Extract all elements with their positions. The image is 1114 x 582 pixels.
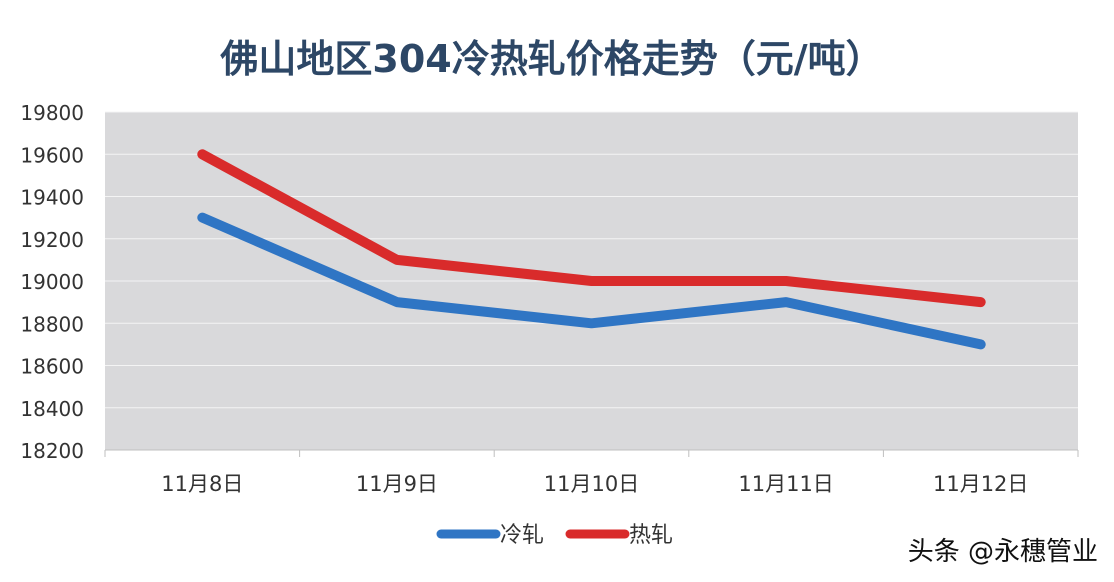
y-tick-label: 19800 bbox=[20, 101, 84, 125]
grid-lines bbox=[105, 111, 1078, 451]
y-tick-label: 19600 bbox=[20, 143, 84, 167]
x-axis-tick-labels: 11月8日 11月9日 11月10日 11月11日 11月12日 bbox=[161, 472, 1028, 496]
series-lines bbox=[197, 149, 986, 350]
x-tick-label: 11月10日 bbox=[544, 472, 639, 496]
y-tick-label: 18400 bbox=[20, 397, 84, 421]
y-tick-label: 19200 bbox=[20, 228, 84, 252]
series-line-cold-rolled bbox=[197, 212, 986, 350]
x-tick-label: 11月8日 bbox=[161, 472, 243, 496]
x-tick-label: 11月11日 bbox=[738, 472, 833, 496]
chart-title: 佛山地区304冷热轧价格走势（元/吨） bbox=[219, 37, 883, 81]
y-tick-label: 18600 bbox=[20, 355, 84, 379]
legend-label-cold-rolled: 冷轧 bbox=[500, 523, 544, 548]
x-tick-label: 11月9日 bbox=[356, 472, 438, 496]
series-line-hot-rolled bbox=[197, 149, 986, 308]
x-axis bbox=[104, 449, 1079, 457]
y-tick-label: 18200 bbox=[20, 439, 84, 463]
y-tick-label: 19000 bbox=[20, 270, 84, 294]
y-axis-tick-labels: 18200 18400 18600 18800 19000 19200 19400 19600… bbox=[20, 101, 84, 463]
legend: 冷轧 热轧 bbox=[436, 523, 673, 548]
x-tick-label: 11月12日 bbox=[933, 472, 1028, 496]
y-tick-label: 19400 bbox=[20, 186, 84, 210]
watermark: 头条 @永穗管业 bbox=[908, 537, 1098, 567]
y-tick-label: 18800 bbox=[20, 312, 84, 336]
legend-label-hot-rolled: 热轧 bbox=[629, 523, 673, 548]
